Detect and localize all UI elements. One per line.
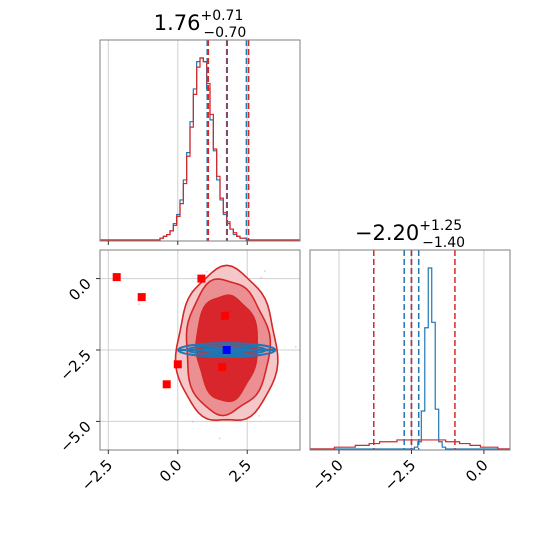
top-histogram-title: 1.76+0.71 −0.70: [154, 8, 247, 41]
top-histogram-title-upper: +0.71: [200, 8, 243, 24]
top-histogram-quantile-lines: [206, 40, 250, 241]
right-histogram-title-upper: +1.25: [419, 218, 462, 234]
right-histogram-title-lower: −1.40: [422, 235, 465, 251]
joint-ticks: [96, 278, 248, 454]
top-histogram-ticks: [107, 241, 248, 245]
right-histogram-title-value: −2.20: [355, 221, 419, 245]
joint-blue-marker: [222, 346, 231, 354]
joint-panel: −2.5 0.0 2.5 0.0 −2.5 −5.0: [56, 249, 301, 495]
joint-red-marker: [221, 311, 229, 320]
top-histogram-bars: [100, 57, 300, 241]
top-histogram-title-lower: −0.70: [203, 25, 246, 41]
joint-red-marker: [218, 363, 227, 372]
joint-scatter-point: [260, 276, 263, 279]
joint-scatter-point: [205, 271, 208, 273]
joint-red-marker: [162, 380, 171, 389]
right-histogram-title: −2.20+1.25 −1.40: [355, 218, 465, 251]
top-histogram-grid: [107, 40, 248, 241]
joint-markers: [112, 273, 231, 389]
joint-red-marker: [173, 360, 182, 369]
top-histogram-red: [100, 57, 300, 241]
joint-scatter-point: [258, 415, 261, 417]
joint-scatter-point: [264, 270, 266, 272]
joint-red-marker: [197, 274, 206, 283]
right-histogram-ticks: [338, 450, 485, 454]
joint-scatter-point: [218, 437, 221, 440]
joint-red-marker: [112, 273, 121, 282]
joint-red-marker: [137, 293, 146, 302]
top-histogram-frame: [99, 39, 301, 242]
joint-scatter-point: [191, 421, 194, 423]
top-histogram-panel: 1.76+0.71 −0.70: [99, 8, 301, 245]
right-histogram-quantile-lines: [373, 250, 456, 450]
right-histogram-frame: [309, 249, 511, 451]
top-histogram-title-value: 1.76: [154, 11, 201, 35]
joint-scatter-point: [138, 303, 141, 306]
joint-scatter-point: [294, 345, 297, 348]
right-histogram-blue: [310, 267, 510, 450]
